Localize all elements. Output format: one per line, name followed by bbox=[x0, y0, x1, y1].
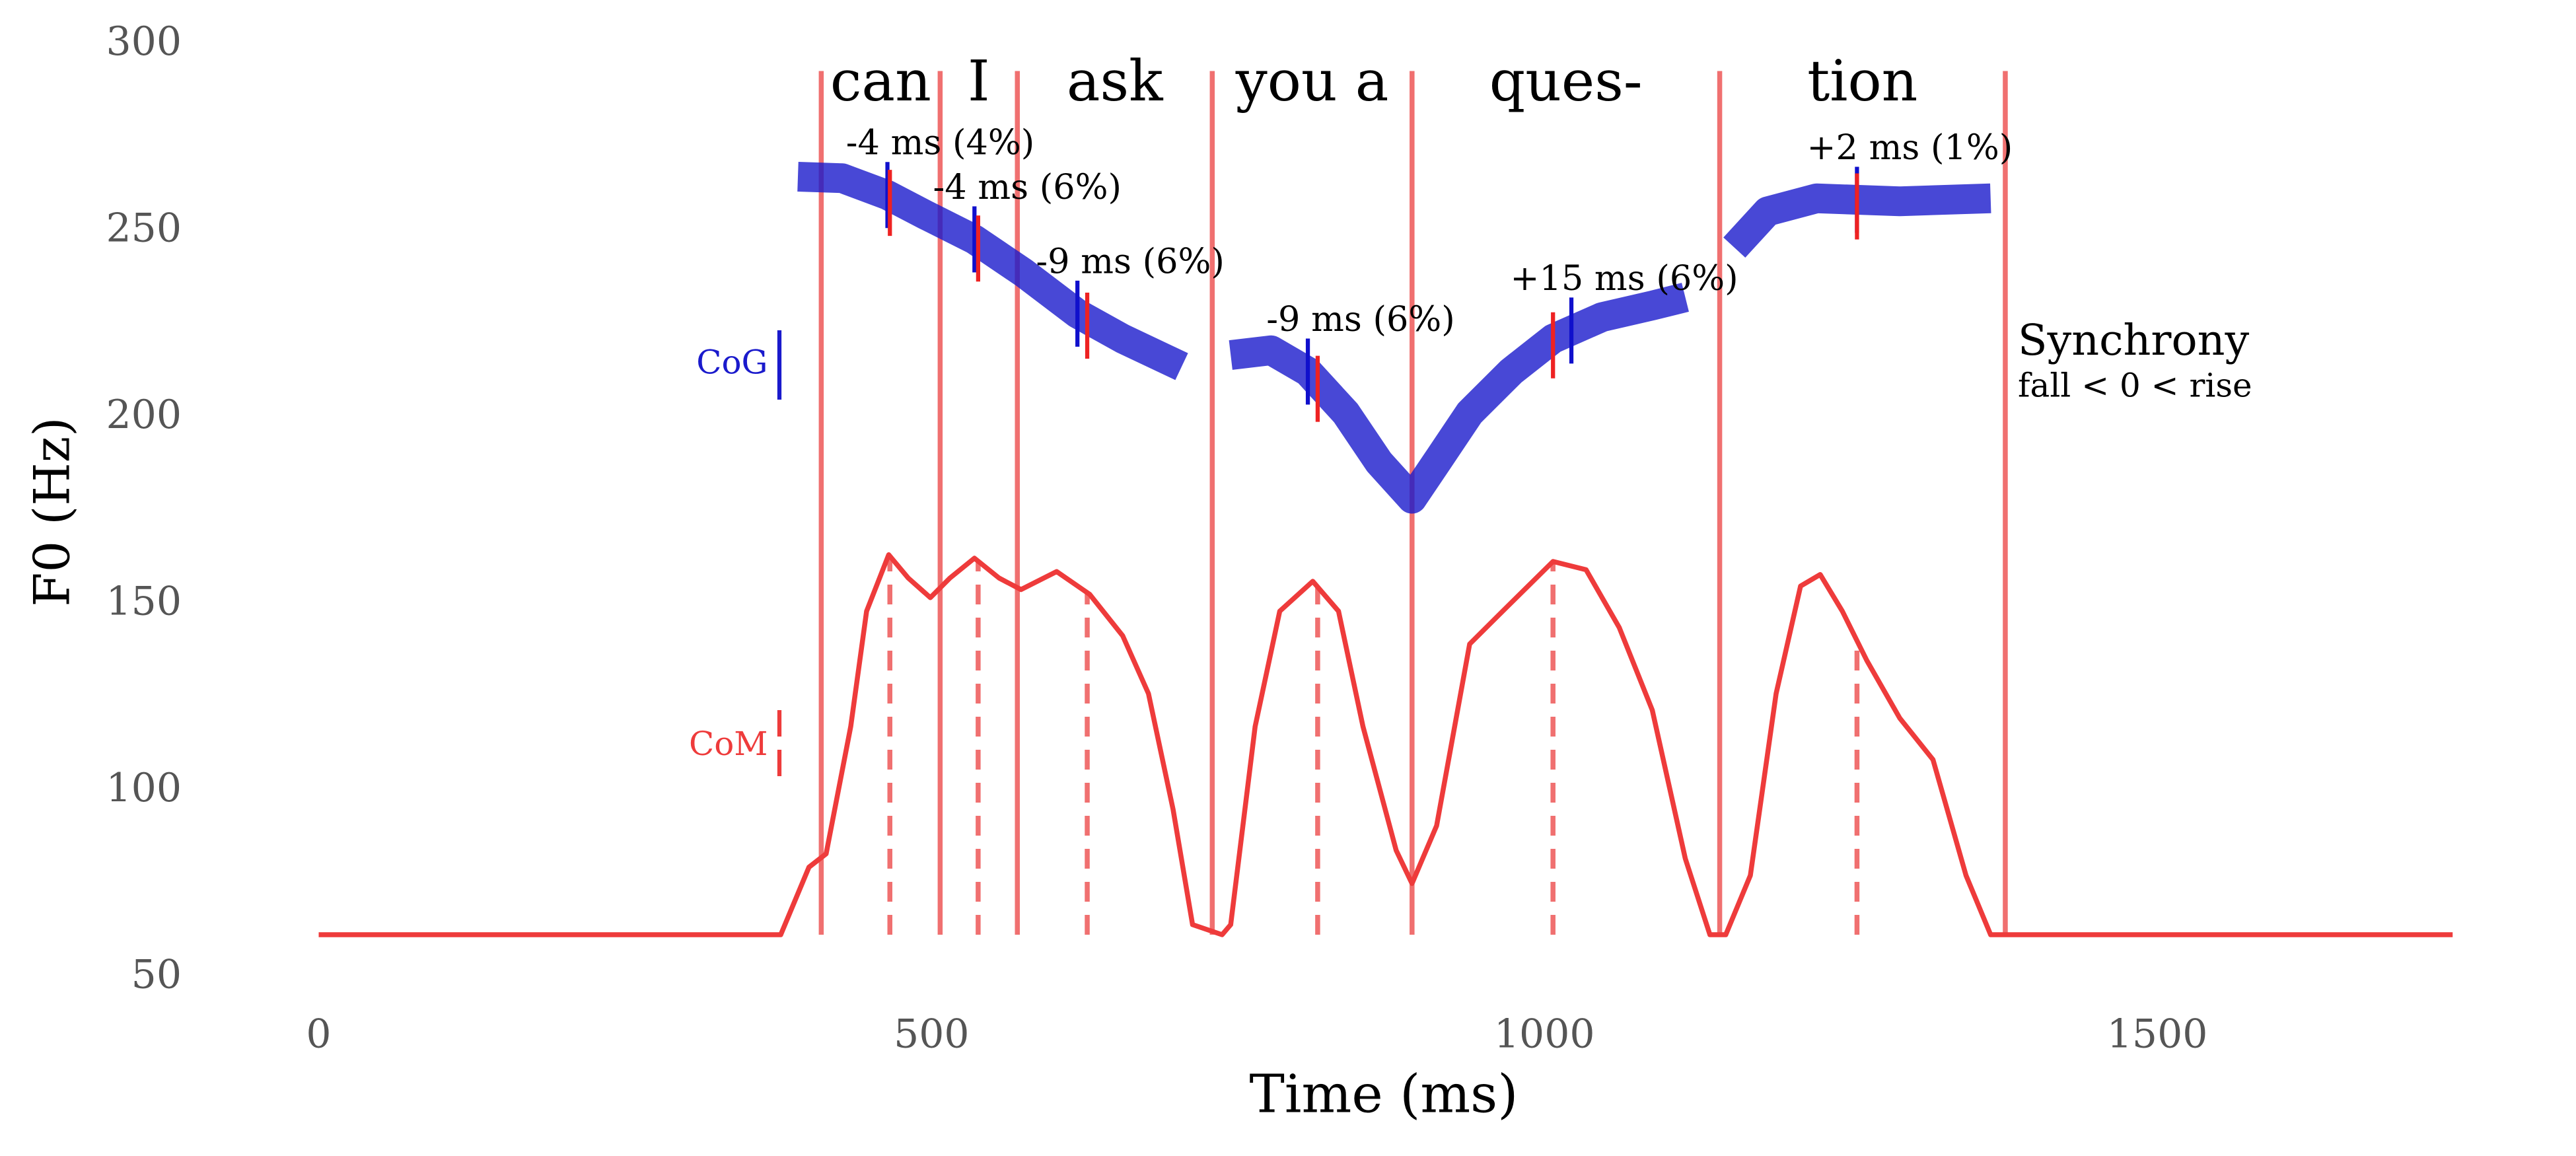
syllable-label: tion bbox=[1807, 49, 1917, 114]
syllable-label: you a bbox=[1235, 49, 1389, 114]
shift-label: -9 ms (6%) bbox=[1266, 299, 1455, 340]
x-tick-label: 0 bbox=[306, 1011, 331, 1058]
legend-label: CoG bbox=[696, 343, 768, 382]
syllable-label: ask bbox=[1067, 49, 1164, 114]
shift-label: -9 ms (6%) bbox=[1036, 241, 1225, 281]
shift-label: +2 ms (1%) bbox=[1807, 127, 2013, 168]
y-tick-label: 300 bbox=[106, 18, 182, 65]
shift-label: -4 ms (6%) bbox=[933, 167, 1122, 207]
note-title: Synchrony bbox=[2018, 316, 2249, 365]
x-tick-label: 1500 bbox=[2107, 1011, 2208, 1058]
com-curve bbox=[318, 552, 2453, 937]
syllable-label: I bbox=[968, 49, 990, 114]
y-tick-label: 100 bbox=[106, 765, 182, 811]
y-tick-label: 200 bbox=[106, 392, 182, 438]
shift-label: -4 ms (4%) bbox=[846, 123, 1035, 163]
shift-label: +15 ms (6%) bbox=[1510, 258, 1738, 299]
legend-label: CoM bbox=[689, 725, 768, 763]
x-tick-label: 500 bbox=[894, 1011, 970, 1058]
note-text: fall < 0 < rise bbox=[2018, 367, 2252, 405]
y-tick-label: 150 bbox=[106, 579, 182, 625]
syllable-label: can bbox=[830, 49, 931, 114]
y-tick-label: 250 bbox=[106, 205, 182, 252]
x-axis-label: Time (ms) bbox=[1250, 1064, 1519, 1125]
syllable-label: ques- bbox=[1489, 49, 1643, 114]
y-tick-label: 50 bbox=[131, 952, 182, 998]
x-tick-label: 1000 bbox=[1494, 1011, 1595, 1058]
y-axis-label: F0 (Hz) bbox=[22, 417, 81, 606]
